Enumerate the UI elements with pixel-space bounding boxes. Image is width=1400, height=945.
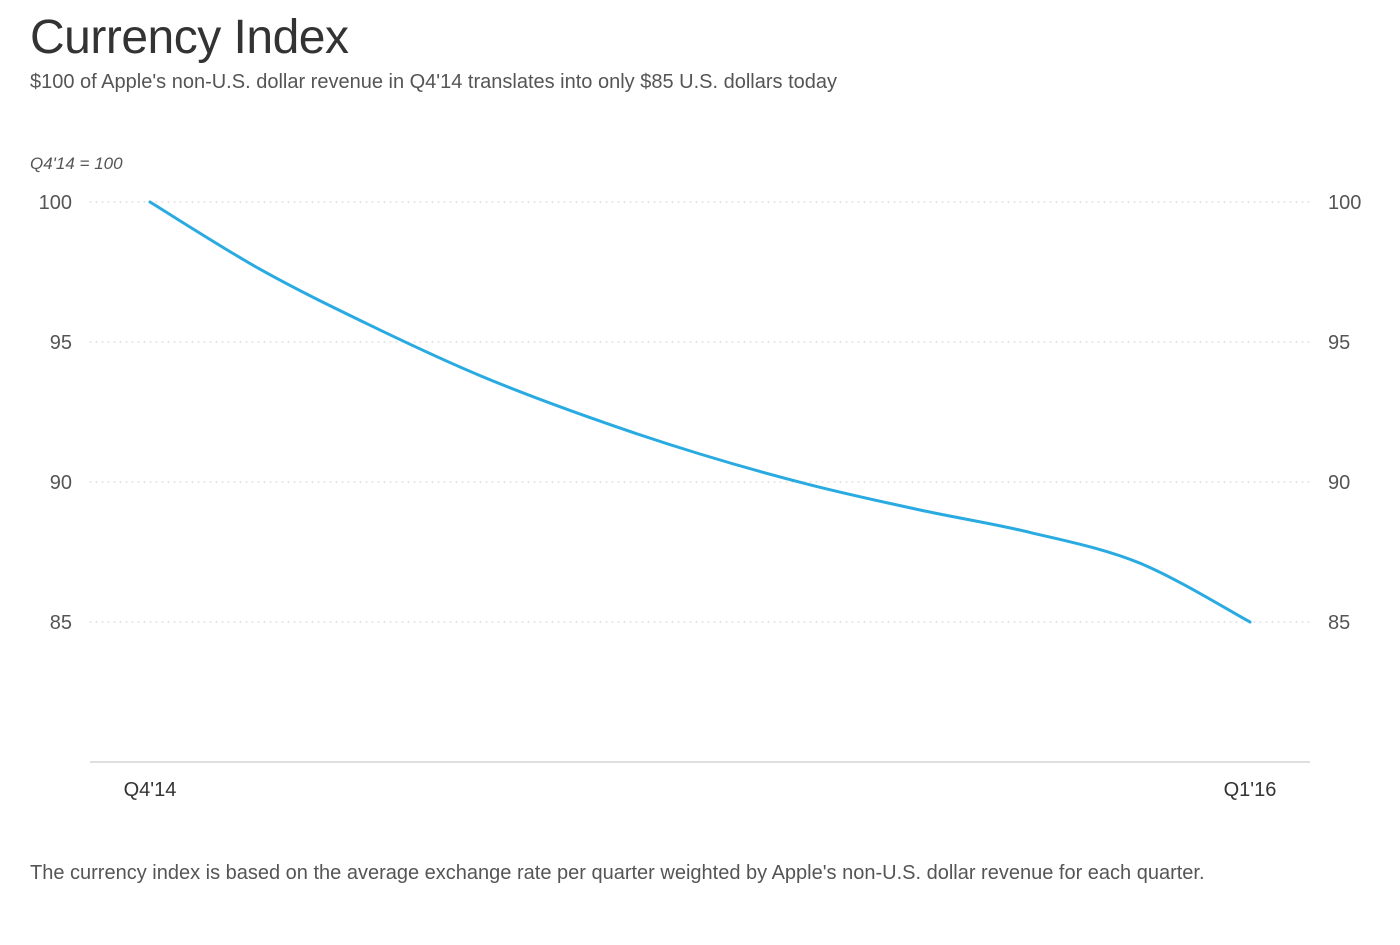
ytick-left: 85 (50, 612, 72, 634)
page: Currency Index $100 of Apple's non-U.S. … (0, 0, 1400, 935)
ytick-right: 95 (1328, 332, 1350, 354)
baseline-note: Q4'14 = 100 (30, 154, 1370, 174)
series-line (150, 202, 1250, 622)
ytick-right: 85 (1328, 612, 1350, 634)
ytick-left: 100 (39, 192, 72, 214)
ytick-right: 100 (1328, 192, 1361, 214)
chart-footnote: The currency index is based on the avera… (30, 862, 1370, 885)
chart-svg: 100 100 95 95 90 90 85 85 Q4'14 Q1'16 (30, 192, 1370, 812)
xlabel-start: Q4'14 (124, 779, 177, 801)
xlabel-end: Q1'16 (1224, 779, 1277, 801)
chart-title: Currency Index (30, 10, 1370, 65)
chart-subtitle: $100 of Apple's non-U.S. dollar revenue … (30, 71, 1370, 94)
currency-index-chart: 100 100 95 95 90 90 85 85 Q4'14 Q1'16 (30, 192, 1370, 812)
ytick-left: 90 (50, 472, 72, 494)
ytick-right: 90 (1328, 472, 1350, 494)
ytick-left: 95 (50, 332, 72, 354)
